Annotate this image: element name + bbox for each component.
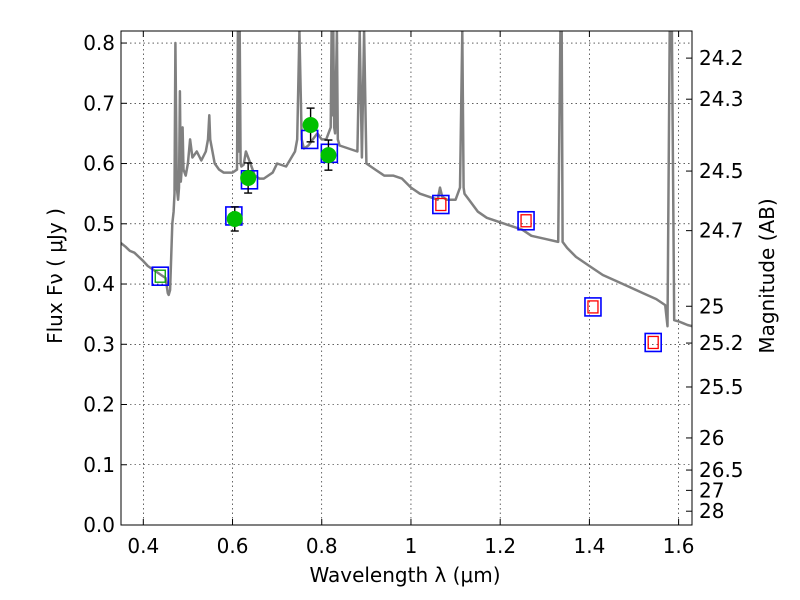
y2-tick-label: 28 — [699, 499, 724, 523]
x-tick-label: 0.6 — [217, 534, 249, 558]
y2-tick-label: 26 — [699, 426, 724, 450]
y2-tick-label: 25.2 — [699, 331, 744, 355]
x-tick-label: 1.6 — [663, 534, 695, 558]
observed-point — [226, 210, 243, 227]
model-photometry-square — [151, 266, 170, 286]
y-tick-label: 0.6 — [83, 152, 115, 176]
x-axis-label: Wavelength λ (μm) — [309, 563, 500, 587]
band-marker-square — [647, 335, 659, 350]
y-tick-label: 0.8 — [83, 31, 115, 55]
y2-tick-label: 26.5 — [699, 458, 744, 482]
sed-model-line — [121, 31, 692, 328]
y-tick-label: 0.0 — [83, 513, 115, 537]
plot-frame — [120, 30, 693, 526]
observed-point — [240, 169, 257, 186]
y2-tick-label: 24.5 — [699, 159, 744, 183]
axis-ticks: 0.4 0.6 0.8 1 1.2 1.4 1.6 0.0 0.1 0.2 0.3 0.4 0.5 0.6… — [83, 31, 744, 558]
y2-axis-label: Magnitude (AB) — [755, 198, 779, 353]
band-marker-square — [435, 197, 447, 212]
y2-tick-label: 24.3 — [699, 87, 744, 111]
observed-point — [320, 147, 337, 164]
band-marker-square — [587, 300, 599, 314]
x-tick-label: 1.2 — [484, 534, 516, 558]
y2-tick-label: 24.2 — [699, 46, 744, 70]
x-tick-label: 1 — [405, 534, 418, 558]
y-tick-label: 0.1 — [83, 453, 115, 477]
x-tick-label: 1.4 — [573, 534, 605, 558]
sed-model-curve — [121, 31, 692, 328]
x-tick-label: 0.8 — [306, 534, 338, 558]
y-tick-label: 0.3 — [83, 332, 115, 356]
model-photometry-square — [584, 297, 602, 317]
model-photometry-square — [644, 332, 662, 353]
model-photometry-square — [432, 194, 450, 215]
y-tick-label: 0.4 — [83, 272, 115, 296]
band-marker-square — [154, 269, 166, 283]
y-axis-label: Flux Fν ( μJy ) — [43, 208, 67, 344]
observed-point — [302, 116, 319, 133]
y2-tick-label: 25 — [699, 294, 724, 318]
y2-tick-label: 27 — [699, 478, 724, 502]
grid-lines — [121, 31, 692, 526]
y-tick-label: 0.5 — [83, 212, 115, 236]
x-tick-label: 0.4 — [127, 534, 159, 558]
model-photometry-square — [517, 210, 535, 231]
y-tick-label: 0.2 — [83, 393, 115, 417]
y2-tick-label: 25.5 — [699, 375, 744, 399]
y2-tick-label: 24.7 — [699, 219, 744, 243]
data-markers — [151, 107, 662, 353]
band-marker-square — [520, 214, 532, 228]
y-tick-label: 0.7 — [83, 91, 115, 115]
